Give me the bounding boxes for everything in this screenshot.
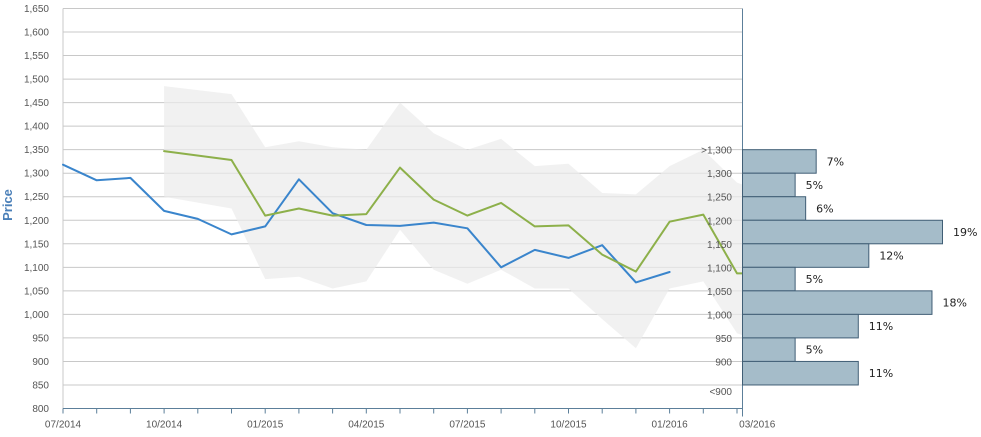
y-tick-label: 850 xyxy=(32,380,49,391)
y-tick-label: 1,100 xyxy=(24,263,49,274)
distribution-bin-label: 1,250 xyxy=(707,193,732,204)
actual-series-line xyxy=(62,163,671,284)
x-tick-label: 04/2015 xyxy=(348,420,385,431)
distribution-percent-label: 19% xyxy=(953,226,977,239)
distribution-bar xyxy=(742,219,943,245)
x-tick-label: 10/2014 xyxy=(146,420,183,431)
confidence-band xyxy=(164,86,744,349)
x-tick-label: 01/2016 xyxy=(652,420,689,431)
confidence-band-area xyxy=(164,86,744,349)
distribution-bar xyxy=(742,337,796,362)
distribution-percent-label: 12% xyxy=(879,250,903,263)
y-tick-label: 1,600 xyxy=(24,28,49,39)
distribution-bar xyxy=(742,243,870,268)
x-tick-label: 07/2015 xyxy=(449,420,486,431)
distribution-bar xyxy=(742,360,859,386)
distribution-percent-label: 11% xyxy=(869,367,893,380)
distribution-bin-label: 1,050 xyxy=(707,287,732,298)
distribution-histogram xyxy=(742,149,943,386)
distribution-percent-label: 6% xyxy=(816,203,833,216)
y-tick-label: 1,450 xyxy=(24,98,49,109)
distribution-bar xyxy=(742,290,933,315)
y-tick-label: 1,300 xyxy=(24,169,49,180)
distribution-bin-label: >1,300 xyxy=(701,146,732,157)
y-axis-ticks: 800 850 900 950 1,000 1,050 1,100 1,150 1,200 1,2… xyxy=(24,4,49,415)
y-tick-label: 1,550 xyxy=(24,51,49,62)
distribution-percent-label: 5% xyxy=(806,273,823,286)
distribution-bar xyxy=(742,196,807,221)
y-tick-label: 1,150 xyxy=(24,239,49,250)
y-tick-label: 1,050 xyxy=(24,286,49,297)
y-tick-label: 1,500 xyxy=(24,75,49,86)
distribution-bin-label: 1,300 xyxy=(707,169,732,180)
forecast-series-line xyxy=(163,150,745,275)
distribution-percent-label: 11% xyxy=(869,320,893,333)
distribution-bin-label: 1,000 xyxy=(707,310,732,321)
y-tick-label: 1,650 xyxy=(24,4,49,15)
distribution-bar xyxy=(742,266,796,292)
distribution-labels: 7% 5% 6% 19% 12% 5% 18% 11% 5% 11% >1,300 1,300 1,25… xyxy=(701,146,977,398)
distribution-percent-label: 5% xyxy=(806,179,823,192)
distribution-bar xyxy=(742,149,817,174)
y-tick-label: 950 xyxy=(32,333,49,344)
distribution-bar xyxy=(742,313,859,339)
distribution-bin-label: 1,100 xyxy=(707,263,732,274)
distribution-bar xyxy=(742,172,796,198)
y-tick-label: 900 xyxy=(32,357,49,368)
y-tick-label: 1,250 xyxy=(24,192,49,203)
y-tick-label: 1,400 xyxy=(24,122,49,133)
distribution-percent-label: 18% xyxy=(942,297,966,310)
distribution-bin-label: <900 xyxy=(709,387,732,398)
y-tick-label: 800 xyxy=(32,404,49,415)
distribution-bin-label: 1,200 xyxy=(707,216,732,227)
y-axis-label: Price xyxy=(0,189,15,221)
distribution-percent-label: 7% xyxy=(827,155,844,168)
distribution-bin-label: 900 xyxy=(715,357,732,368)
distribution-bin-label: 950 xyxy=(715,334,732,345)
x-axis-ticks: 07/2014 10/2014 01/2015 04/2015 07/2015 10/20… xyxy=(45,408,776,431)
y-tick-label: 1,200 xyxy=(24,216,49,227)
y-tick-label: 1,000 xyxy=(24,310,49,321)
x-tick-label: 03/2016 xyxy=(739,420,776,431)
x-tick-label: 07/2014 xyxy=(45,420,82,431)
distribution-percent-label: 5% xyxy=(806,344,823,357)
x-tick-label: 10/2015 xyxy=(550,420,587,431)
distribution-bin-label: 1,150 xyxy=(707,240,732,251)
y-tick-label: 1,350 xyxy=(24,145,49,156)
x-tick-label: 01/2015 xyxy=(247,420,284,431)
series-lines xyxy=(62,150,745,284)
